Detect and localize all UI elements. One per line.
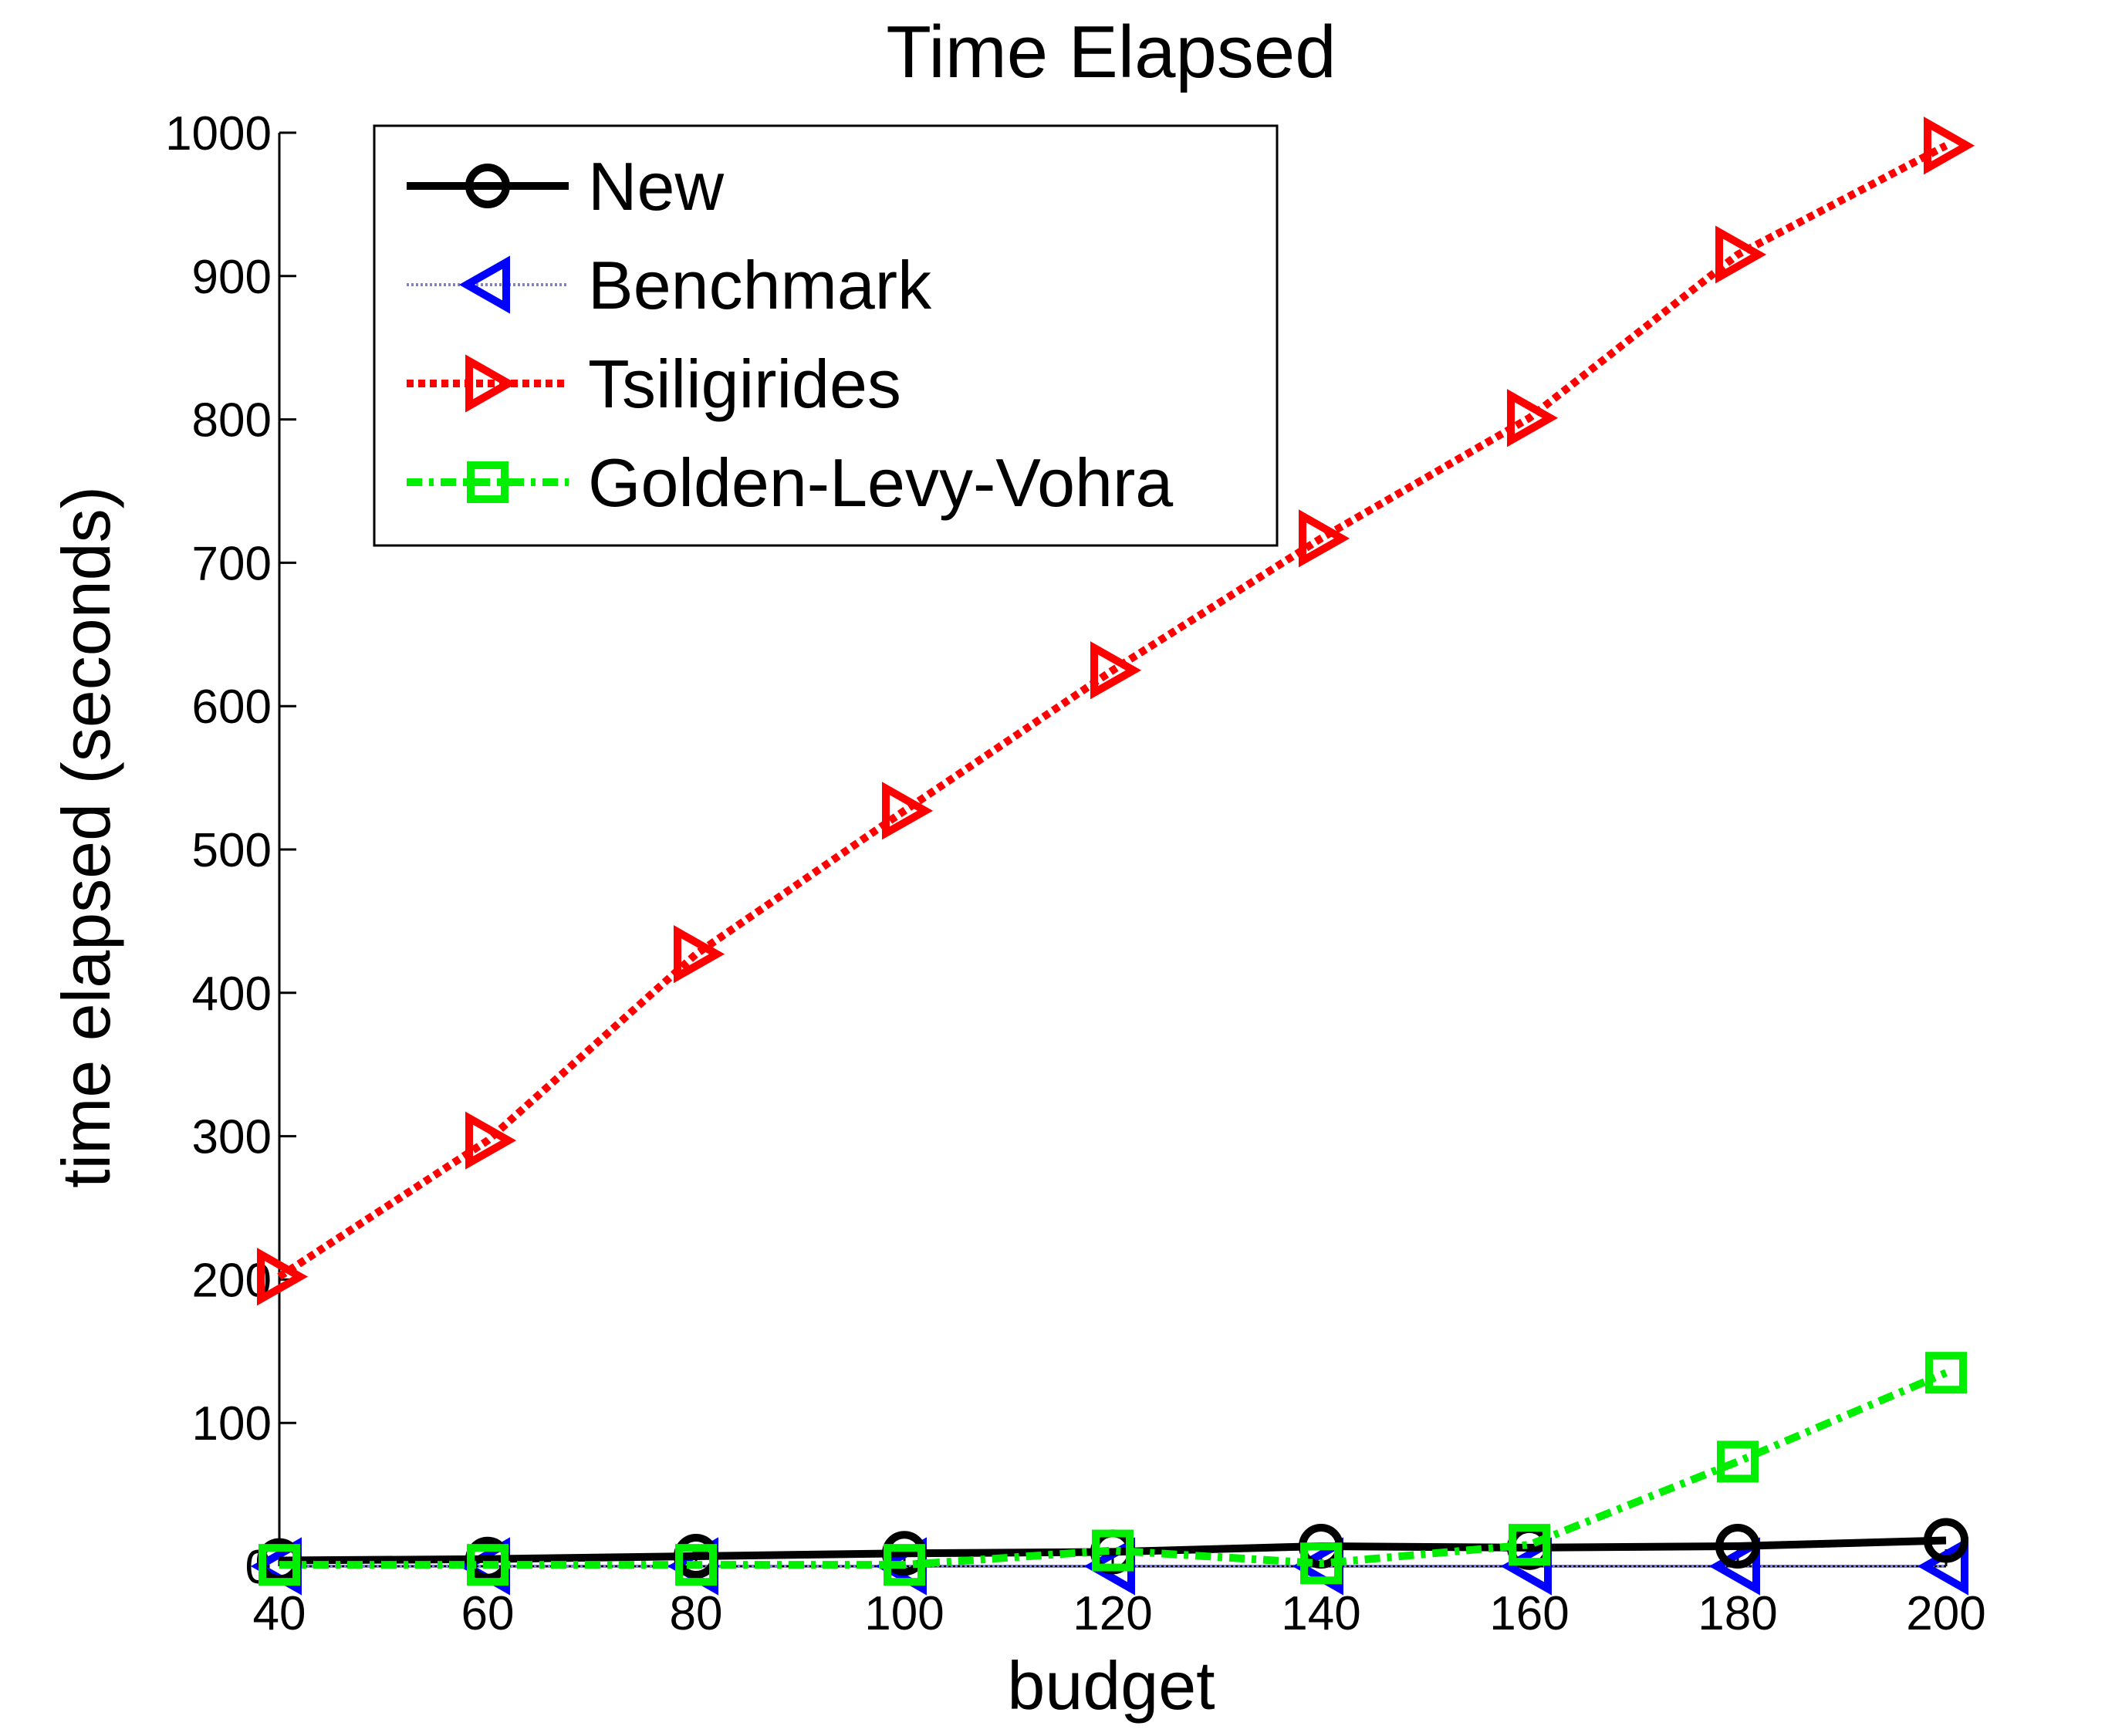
data-point-tsiligirides (465, 1111, 517, 1170)
y-tick-label: 400 (192, 968, 272, 1021)
series-line-golden-levy-vohra (279, 1369, 1948, 1569)
data-point-tsiligirides (1507, 389, 1559, 448)
x-tick-label: 80 (670, 1587, 723, 1640)
data-point-tsiligirides (674, 925, 725, 984)
y-tick-label: 300 (192, 1111, 272, 1164)
x-tick-label: 200 (1906, 1587, 1985, 1640)
y-tick-label: 900 (192, 251, 272, 304)
series-golden-levy-vohra (258, 1352, 1967, 1586)
data-point-new (1924, 1518, 1968, 1563)
x-tick-label: 60 (461, 1587, 515, 1640)
data-point-golden-levy-vohra (258, 1544, 300, 1586)
data-point-tsiligirides (257, 1248, 309, 1306)
data-point-benchmark (1500, 1537, 1552, 1596)
x-axis-title: budget (1007, 1647, 1215, 1724)
x-tick-label: 100 (864, 1587, 944, 1640)
legend-marker-benchmark (458, 255, 510, 314)
data-point-tsiligirides (882, 782, 934, 840)
chart-title: Time Elapsed (886, 11, 1336, 93)
legend-marker-tsiligirides (465, 354, 517, 413)
series-line-tsiligirides (277, 142, 1948, 1280)
legend-label-new: New (588, 148, 724, 225)
data-point-golden-levy-vohra (1092, 1529, 1134, 1572)
legend-label-benchmark: Benchmark (588, 247, 932, 323)
x-tick-label: 160 (1489, 1587, 1569, 1640)
data-point-golden-levy-vohra (1717, 1440, 1759, 1483)
series-line-new (279, 1536, 1947, 1565)
y-axis-title: time elapsed (seconds) (48, 486, 124, 1188)
x-tick-label: 140 (1281, 1587, 1360, 1640)
legend-item-benchmark: Benchmark (407, 247, 932, 323)
y-tick-label: 500 (192, 824, 272, 877)
legend-marker-golden-levy-vohra (467, 461, 509, 503)
x-tick-label: 40 (253, 1587, 306, 1640)
data-point-tsiligirides (1299, 509, 1350, 568)
data-point-benchmark (1917, 1537, 1968, 1596)
y-tick-label: 1000 (165, 107, 272, 160)
legend-item-golden-levy-vohra: Golden-Levy-Vohra (407, 444, 1173, 521)
y-tick-label: 600 (192, 681, 272, 734)
data-point-golden-levy-vohra (1300, 1542, 1342, 1585)
legend: New Benchmark Tsiligirides Golden-Levy-Vohr… (373, 124, 1279, 547)
data-point-tsiligirides (1924, 117, 1975, 175)
data-point-tsiligirides (1715, 225, 1767, 284)
data-point-golden-levy-vohra (675, 1544, 717, 1586)
data-point-golden-levy-vohra (467, 1544, 509, 1586)
y-tick-label: 800 (192, 394, 272, 448)
x-tick-label: 120 (1073, 1587, 1152, 1640)
data-point-golden-levy-vohra (1509, 1524, 1550, 1566)
legend-marker-new (465, 164, 510, 208)
data-point-golden-levy-vohra (1925, 1352, 1967, 1394)
data-point-golden-levy-vohra (884, 1544, 925, 1586)
legend-label-golden-levy-vohra: Golden-Levy-Vohra (588, 444, 1173, 521)
series-tsiligirides (257, 117, 1975, 1306)
y-tick-label: 700 (192, 537, 272, 590)
data-point-tsiligirides (1090, 641, 1142, 700)
data-point-new (1715, 1523, 1760, 1569)
legend-box (373, 124, 1279, 547)
data-point-benchmark (1708, 1537, 1760, 1596)
legend-item-new: New (407, 148, 724, 225)
x-tick-label: 180 (1698, 1587, 1777, 1640)
legend-item-tsiligirides: Tsiligirides (407, 346, 901, 422)
legend-label-tsiligirides: Tsiligirides (588, 346, 901, 422)
y-tick-label: 100 (192, 1397, 272, 1451)
data-series (250, 117, 1975, 1596)
